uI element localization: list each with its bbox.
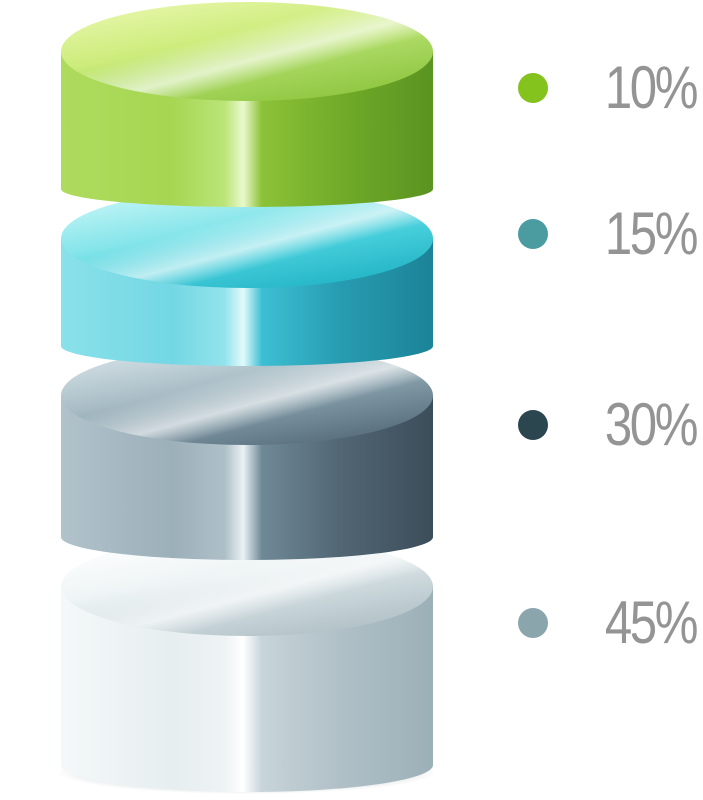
- svg-text:45%: 45%: [605, 588, 697, 656]
- svg-text:15%: 15%: [605, 199, 697, 267]
- svg-text:30%: 30%: [605, 390, 697, 458]
- svg-text:10%: 10%: [605, 53, 697, 121]
